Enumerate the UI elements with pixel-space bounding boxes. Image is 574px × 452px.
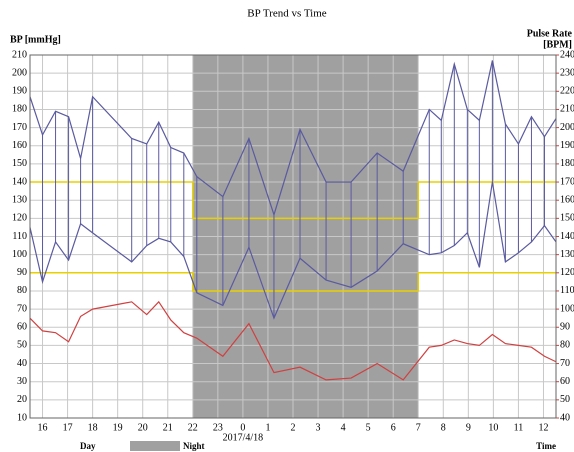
y2-tick-label: 120 [560,267,574,278]
y-tick-label: 30 [17,376,27,387]
x-tick-label: 9 [466,422,471,433]
series-line [29,181,557,320]
y2-tick-label: 240 [560,49,574,60]
x-tick-label: 5 [366,422,371,433]
x-tick-label: 10 [488,422,498,433]
y-tick-label: 90 [17,267,27,278]
threshold-line [30,272,556,292]
y2-tick-label: 110 [560,285,574,296]
y-tick-label: 110 [12,231,27,242]
x-tick-label: 16 [38,422,48,433]
y2-tick-label: 70 [560,358,570,369]
date-annotation: 2017/4/18 [223,432,264,443]
y2-tick-label: 150 [560,213,574,224]
y2-axis-label: Pulse Rate [527,28,573,39]
y-tick-label: 20 [17,394,27,405]
x-tick-label: 21 [163,422,173,433]
y2-tick-label: 230 [560,67,574,78]
series-line [29,300,557,381]
y-tick-label: 150 [12,158,27,169]
y2-tick-label: 60 [560,376,570,387]
y2-axis-label: [BPM] [543,39,572,50]
y-axis-label: BP [mmHg] [10,34,61,45]
y-tick-label: 120 [12,213,27,224]
x-tick-label: 0 [240,422,245,433]
y-tick-label: 200 [12,67,27,78]
y-tick-label: 40 [17,358,27,369]
legend-swatch [60,441,110,451]
y-tick-label: 140 [12,176,27,187]
legend-label: Day [80,441,96,451]
x-axis-label: Time [536,441,556,451]
y2-tick-label: 170 [560,176,574,187]
y2-tick-label: 130 [560,249,574,260]
y2-tick-label: 90 [560,322,570,333]
y2-tick-label: 100 [560,303,574,314]
y-tick-label: 130 [12,194,27,205]
x-tick-label: 23 [213,422,223,433]
y-tick-label: 100 [12,249,27,260]
x-tick-label: 18 [88,422,98,433]
y-tick-label: 70 [17,303,27,314]
y-tick-label: 60 [17,322,27,333]
y-tick-label: 170 [12,122,27,133]
x-tick-label: 7 [416,422,421,433]
y2-tick-label: 80 [560,340,570,351]
x-tick-label: 8 [441,422,446,433]
x-tick-label: 1 [265,422,270,433]
y-tick-label: 210 [12,49,27,60]
series-line [29,60,557,217]
x-tick-label: 4 [341,422,346,433]
y2-tick-label: 200 [560,122,574,133]
x-tick-label: 20 [138,422,148,433]
x-tick-label: 12 [538,422,548,433]
y2-tick-label: 180 [560,158,574,169]
y2-tick-label: 140 [560,231,574,242]
x-tick-label: 2 [291,422,296,433]
legend-label: Night [183,441,205,451]
legend-swatch [130,441,180,451]
y-tick-label: 180 [12,104,27,115]
y2-tick-label: 220 [560,86,574,97]
y2-tick-label: 50 [560,394,570,405]
y2-tick-label: 160 [560,194,574,205]
x-tick-label: 6 [391,422,396,433]
y-tick-label: 190 [12,86,27,97]
y2-tick-label: 210 [560,104,574,115]
chart-title: BP Trend vs Time [247,8,327,20]
y-tick-label: 80 [17,285,27,296]
plot-frame [29,54,557,419]
y2-tick-label: 190 [560,140,574,151]
x-tick-label: 11 [514,422,524,433]
y-tick-label: 10 [17,412,27,423]
x-tick-label: 22 [188,422,198,433]
y-tick-label: 50 [17,340,27,351]
y2-tick-label: 40 [560,412,570,423]
x-tick-label: 19 [113,422,123,433]
y-tick-label: 160 [12,140,27,151]
x-tick-label: 17 [63,422,73,433]
x-tick-label: 3 [316,422,321,433]
